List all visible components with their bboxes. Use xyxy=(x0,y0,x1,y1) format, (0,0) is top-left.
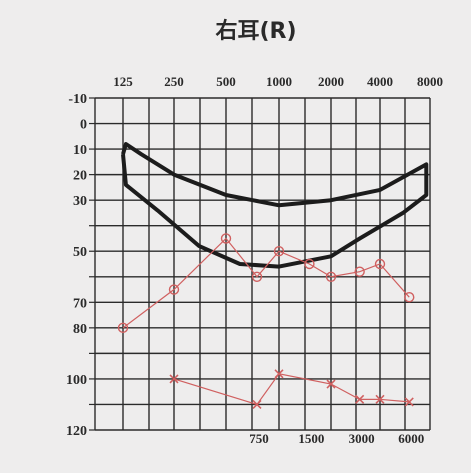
cross-stroke xyxy=(404,397,414,407)
data-point-circle xyxy=(304,258,315,270)
x-bottom-tick-label: 6000 xyxy=(398,431,424,446)
y-tick-label: 0 xyxy=(80,118,87,133)
cross-stroke xyxy=(274,369,284,379)
cross-stroke xyxy=(355,394,365,404)
cross-stroke xyxy=(252,399,262,410)
x-top-tick-label: 1000 xyxy=(266,74,292,89)
series-line xyxy=(122,237,410,329)
y-tick-label: 50 xyxy=(73,245,87,260)
data-point-circle xyxy=(220,233,232,244)
speech-banana-outline xyxy=(121,142,429,269)
y-tick-label: 70 xyxy=(73,296,87,311)
y-tick-label: 120 xyxy=(66,424,87,439)
x-top-tick-label: 250 xyxy=(164,74,184,89)
x-bottom-tick-label: 750 xyxy=(249,431,269,446)
data-point-circle xyxy=(251,271,263,282)
data-point-circle xyxy=(325,271,337,282)
x-top-tick-label: 2000 xyxy=(318,74,344,89)
data-point-circle xyxy=(273,246,285,257)
data-point-circle xyxy=(354,266,365,277)
data-point-cross xyxy=(375,394,385,404)
y-tick-label: 100 xyxy=(66,373,87,388)
annotation-layer xyxy=(121,142,429,269)
data-point-cross xyxy=(274,369,284,379)
data-point-cross xyxy=(326,379,336,389)
data-point-cross xyxy=(169,374,179,384)
y-tick-label: 80 xyxy=(73,322,87,337)
cross-stroke xyxy=(326,379,336,389)
series-layer xyxy=(117,233,415,410)
cross-stroke xyxy=(169,374,179,384)
grid xyxy=(89,97,431,431)
data-point-circle xyxy=(168,284,180,295)
data-point-cross xyxy=(404,397,414,407)
cross-stroke xyxy=(375,394,385,404)
y-tick-label: 10 xyxy=(73,143,87,158)
data-point-circle xyxy=(374,258,386,270)
x-bottom-tick-label: 1500 xyxy=(298,431,324,446)
x-top-tick-label: 8000 xyxy=(417,74,443,89)
x-bottom-tick-label: 3000 xyxy=(349,431,375,446)
data-point-cross xyxy=(355,394,365,404)
x-top-tick-label: 4000 xyxy=(367,74,393,89)
chart-title: 右耳(R) xyxy=(215,19,296,44)
data-point-cross xyxy=(252,399,262,410)
data-point-circle xyxy=(117,322,129,334)
y-tick-label: -10 xyxy=(68,92,87,107)
data-point-circle xyxy=(404,292,415,303)
y-tick-label: 30 xyxy=(73,194,87,209)
x-top-tick-label: 125 xyxy=(113,74,133,89)
y-tick-label: 20 xyxy=(73,169,87,184)
x-top-tick-label: 500 xyxy=(216,74,236,89)
